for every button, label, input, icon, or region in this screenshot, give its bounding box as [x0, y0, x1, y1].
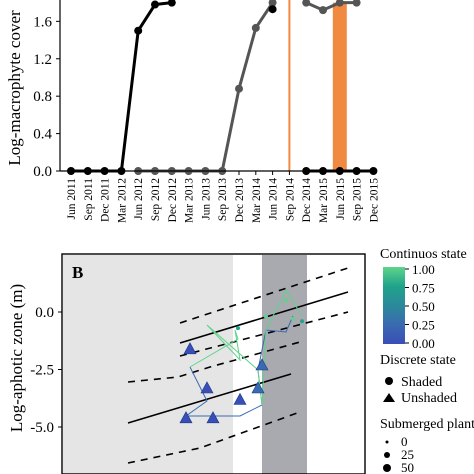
series-point — [235, 84, 243, 93]
a-ytick-label: 1.6 — [33, 14, 52, 30]
b-point-unshaded — [179, 411, 193, 424]
a-xtick-label: Sep 2012 — [150, 178, 162, 221]
legend-size-label-0: 0 — [401, 434, 408, 449]
a-xtick-label: Dec 2012 — [167, 178, 179, 223]
b-ytick-label: -2.5 — [30, 363, 54, 379]
b-point-shaded — [284, 298, 288, 303]
b-point-shaded — [236, 326, 240, 331]
panel-b-y-ticks: 0.0 -2.5 -5.0 — [30, 305, 62, 436]
colorbar-tick-label: 0.25 — [412, 318, 435, 333]
legend: Continuos state 1.00 0.75 0.50 0.25 0.00 Dis… — [380, 247, 474, 474]
series-point — [319, 6, 327, 15]
panel-b-ylabel: Log-aphotic zone (m) — [7, 284, 26, 432]
panel-a-ylabel: Log-macrophyte cover — [5, 10, 24, 166]
shaded-region-dark — [262, 255, 307, 474]
a-ytick-label: 0.8 — [33, 89, 52, 105]
a-xtick-label: Mar 2014 — [251, 178, 263, 223]
panel-b-points — [179, 298, 304, 424]
b-point-shaded — [291, 316, 295, 321]
series-line — [305, 1, 357, 12]
colorbar-tick-label: 0.75 — [412, 281, 435, 296]
colorbar-tick-label: 0.00 — [412, 336, 435, 351]
a-xtick-label: Dec 2011 — [100, 178, 112, 222]
series-point — [268, 5, 277, 14]
a-xtick-label: Sep 2011 — [83, 178, 95, 221]
a-ytick-label: 1.2 — [33, 52, 52, 68]
ci-line-upper-2 — [179, 311, 349, 357]
panel-a: Log-macrophyte cover 0.0 0.4 0.8 1.2 1.6 Jun… — [5, 0, 380, 223]
legend-continuous-title: Continuos state — [380, 247, 467, 262]
legend-size-marker-25 — [384, 452, 390, 458]
legend-size-title: Submerged plant — [380, 417, 474, 432]
series-point — [167, 0, 176, 7]
panel-b-label: B — [72, 263, 83, 282]
a-xtick-label: Jun 2013 — [200, 178, 212, 220]
series-point — [352, 0, 361, 7]
b-point-unshaded — [251, 381, 265, 394]
ci-line-lower-1 — [127, 341, 301, 383]
a-ytick-label: 0.0 — [33, 164, 52, 180]
a-xtick-label: Sep 2014 — [284, 178, 296, 221]
a-xtick-label: Jun 2014 — [268, 178, 280, 220]
panel-b: Log-aphotic zone (m) 0.0 -2.5 -5.0 B — [7, 253, 366, 474]
fit-line-lower — [127, 373, 292, 424]
colorbar-tick-label: 0.50 — [412, 299, 435, 314]
legend-unshaded-marker — [383, 393, 395, 402]
panel-a-y-ticks: 0.0 0.4 0.8 1.2 1.6 — [33, 14, 60, 180]
b-ytick-label: 0.0 — [35, 305, 54, 321]
ci-line-upper-1 — [179, 267, 349, 324]
a-xtick-label: Jun 2011 — [66, 178, 78, 220]
a-xtick-label: Jun 2012 — [133, 178, 145, 220]
legend-size-marker-50 — [383, 464, 391, 472]
legend-shaded-label: Shaded — [401, 375, 442, 390]
legend-size-label-50: 50 — [401, 460, 414, 474]
trajectory-green — [189, 288, 303, 406]
a-xtick-label: Mar 2015 — [318, 178, 330, 223]
legend-discrete-title: Discrete state — [380, 353, 456, 368]
series-point — [251, 23, 260, 32]
series-point — [369, 167, 378, 175]
panel-b-trajectories — [184, 288, 303, 417]
legend-size-label-25: 25 — [401, 447, 414, 462]
b-point-unshaded — [200, 381, 214, 394]
a-xtick-label: Mar 2012 — [116, 178, 128, 223]
b-point-shaded — [264, 314, 268, 319]
colorbar-ticks: 1.00 0.75 0.50 0.25 0.00 — [405, 262, 435, 351]
a-xtick-label: Dec 2014 — [301, 178, 313, 223]
a-xtick-label: Dec 2015 — [368, 178, 380, 223]
b-ytick-label: -5.0 — [30, 420, 54, 436]
ci-line-lower-2 — [127, 411, 301, 464]
b-point-unshaded — [255, 358, 269, 371]
series-point — [268, 0, 277, 7]
panel-a-plot — [67, 0, 378, 175]
a-xtick-label: Mar 2013 — [184, 178, 196, 223]
continuous-colorbar — [383, 267, 405, 344]
a-xtick-label: Jun 2015 — [335, 178, 347, 220]
series-point — [151, 0, 159, 9]
legend-unshaded-label: Unshaded — [401, 391, 457, 406]
a-xtick-label: Sep 2015 — [352, 178, 364, 221]
colorbar-tick-label: 1.00 — [412, 262, 435, 277]
panel-a-x-ticks: Jun 2011 Sep 2011 Dec 2011 Mar 2012 Jun 2012… — [66, 171, 380, 223]
b-point-unshaded — [233, 392, 247, 405]
fit-line-upper — [179, 291, 349, 344]
b-point-shaded — [300, 319, 304, 324]
panel-b-frame — [61, 253, 366, 474]
trajectory-blue — [184, 315, 294, 417]
legend-size-marker-0 — [385, 440, 389, 444]
series-line — [71, 1, 172, 173]
series-point — [134, 26, 143, 35]
panel-b-fit-lines — [127, 267, 349, 464]
b-point-unshaded — [206, 411, 220, 424]
a-xtick-label: Dec 2013 — [234, 178, 246, 223]
series-point — [302, 0, 311, 7]
shaded-region-light — [63, 255, 233, 474]
series-point — [335, 0, 344, 7]
a-ytick-label: 0.4 — [33, 127, 52, 143]
event-bar — [332, 2, 347, 171]
legend-shaded-marker — [385, 377, 393, 385]
b-point-unshaded — [183, 342, 197, 355]
a-xtick-label: Sep 2013 — [217, 178, 229, 221]
